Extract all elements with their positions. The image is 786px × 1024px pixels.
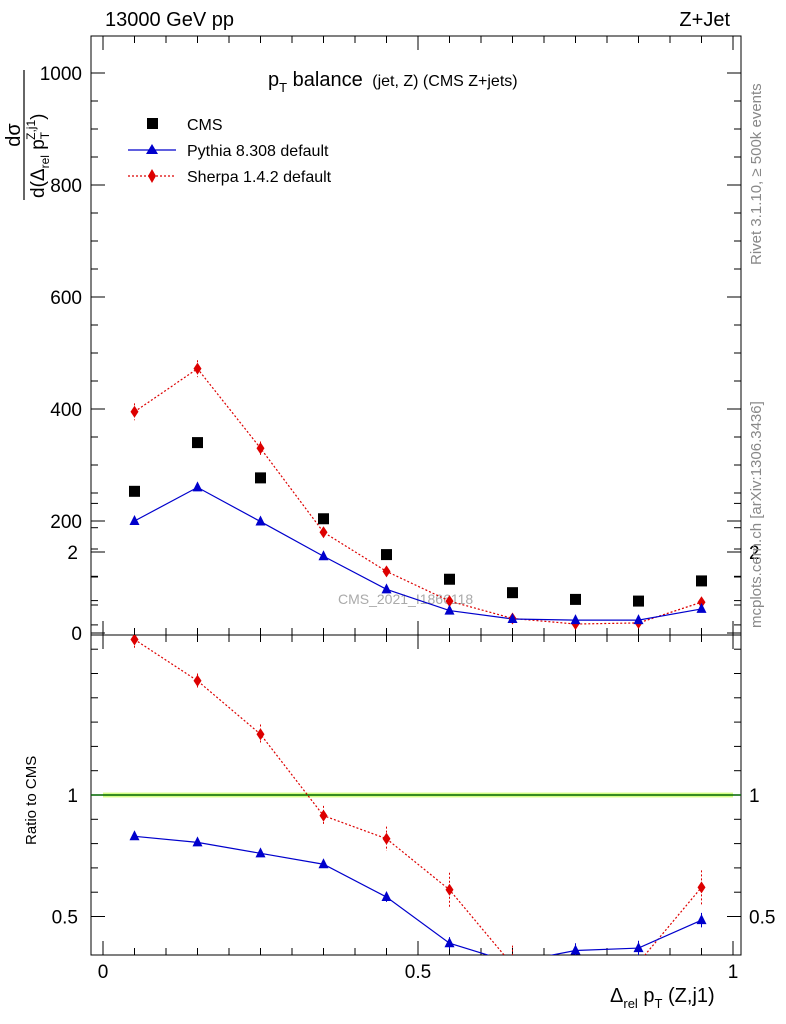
sherpa-point [256, 442, 265, 455]
cms-point [318, 513, 329, 525]
main-data-clip [129, 360, 707, 631]
ratio-ytick-label-left: 1 [67, 786, 78, 807]
header-right: Z+Jet [679, 9, 730, 31]
legend-pythia-label: Pythia 8.308 default [187, 143, 329, 160]
plot-title: pT balance (jet, Z) (CMS Z+jets) [268, 69, 518, 95]
cms-point [570, 593, 581, 605]
y-axis-label-main: dσ d(Δrel pTZ,j1) [3, 70, 52, 200]
main-ytick-label: 400 [50, 400, 82, 421]
pythia-point [192, 481, 203, 492]
ratio-data [91, 635, 741, 978]
xtick-label: 0 [98, 962, 109, 983]
pythia-ratio-point [129, 830, 140, 841]
pythia-ratio-point [318, 858, 329, 869]
header-left: 13000 GeV pp [105, 9, 234, 31]
pythia-point [318, 550, 329, 561]
pythia-point [444, 604, 455, 615]
pythia-ratio-point [255, 847, 266, 858]
pythia-ratio-point [508, 957, 518, 967]
sherpa-ratio-point [697, 881, 706, 894]
legend-pythia-marker [146, 144, 158, 154]
xtick-label: 1 [728, 962, 739, 983]
cms-point [129, 485, 140, 497]
sherpa-ratio-point [635, 957, 643, 969]
sherpa-ratio-point [130, 635, 139, 646]
cms-point [381, 549, 392, 561]
sherpa-ratio-point [445, 883, 454, 896]
pythia-line [134, 486, 702, 621]
main-ytick-label: 600 [50, 288, 82, 309]
legend: CMS Pythia 8.308 default Sherpa 1.4.2 de… [128, 117, 332, 186]
pythia-point [129, 515, 140, 525]
ratio-data-clip [91, 635, 741, 978]
x-ticks: 0 0.5 1 [98, 36, 739, 983]
pythia-ratio-point [381, 891, 392, 902]
main-ytick-label: 200 [50, 512, 82, 533]
pythia-ratio-point [444, 937, 455, 948]
legend-sherpa-label: Sherpa 1.4.2 default [187, 169, 332, 186]
main-data [129, 360, 707, 631]
pythia-point [696, 602, 707, 613]
pythia-point [255, 515, 266, 526]
rivet-label: Rivet 3.1.10, ≥ 500k events [748, 83, 765, 265]
cms-point [444, 573, 455, 585]
sherpa-ratio-point [256, 728, 265, 741]
mcplots-label: mcplots.cern.ch [arXiv:1306.3436] [748, 401, 765, 628]
main-ytick-label: 1000 [40, 64, 82, 85]
ratio-ytick-label-left: 2 [67, 543, 78, 564]
cms-point [696, 575, 707, 587]
main-ytick-label: 0 [71, 624, 82, 645]
ratio-ytick-label-right: 2 [749, 543, 760, 564]
sherpa-point [319, 526, 328, 539]
cms-point [192, 437, 203, 449]
sherpa-point [445, 595, 454, 608]
ratio-ytick-label-left: 0.5 [52, 908, 78, 929]
main-ytick-label: 800 [50, 176, 82, 197]
pythia-point [381, 583, 392, 594]
analysis-watermark: CMS_2021_I1866118 [338, 591, 473, 607]
pythia-ratio-point [192, 836, 203, 847]
legend-cms-marker [147, 118, 158, 129]
cms-point [507, 587, 518, 599]
sherpa-point [382, 565, 391, 578]
main-y-ticks: 0 200 400 600 800 1000 [40, 64, 741, 645]
pythia-point [507, 613, 518, 623]
y-label-numerator: dσ [3, 123, 25, 147]
ratio-ytick-label-right: 0.5 [749, 908, 775, 929]
x-axis-label: Δrel pT (Z,j1) [610, 985, 715, 1011]
sherpa-point [130, 405, 139, 418]
sherpa-ratio-point [319, 809, 328, 822]
sherpa-ratio-point [193, 674, 202, 687]
cms-point [255, 472, 266, 484]
pythia-ratio-point [696, 914, 707, 925]
pythia-ratio-point [570, 944, 581, 955]
sherpa-ratio-line [134, 638, 702, 955]
sherpa-point [193, 362, 202, 375]
legend-sherpa-marker [148, 169, 156, 183]
sherpa-line [134, 367, 702, 625]
xtick-label: 0.5 [405, 962, 431, 983]
legend-cms-label: CMS [187, 117, 223, 134]
sherpa-ratio-point [509, 959, 517, 971]
sherpa-ratio-point [382, 832, 391, 845]
pythia-ratio-point [633, 942, 644, 953]
y-axis-label-ratio: Ratio to CMS [23, 756, 40, 845]
sherpa-ratio-point [572, 966, 580, 978]
cms-point [633, 595, 644, 607]
pythia-ratio-line [134, 835, 702, 955]
ratio-y-ticks: 0.5 0.5 1 1 2 2 [52, 502, 775, 929]
pythia-point [570, 614, 581, 625]
sherpa-point [697, 596, 706, 609]
y-label-denominator: d(Δrel pTZ,j1) [24, 114, 52, 198]
pythia-point [633, 614, 644, 625]
ratio-ytick-label-right: 1 [749, 786, 760, 807]
